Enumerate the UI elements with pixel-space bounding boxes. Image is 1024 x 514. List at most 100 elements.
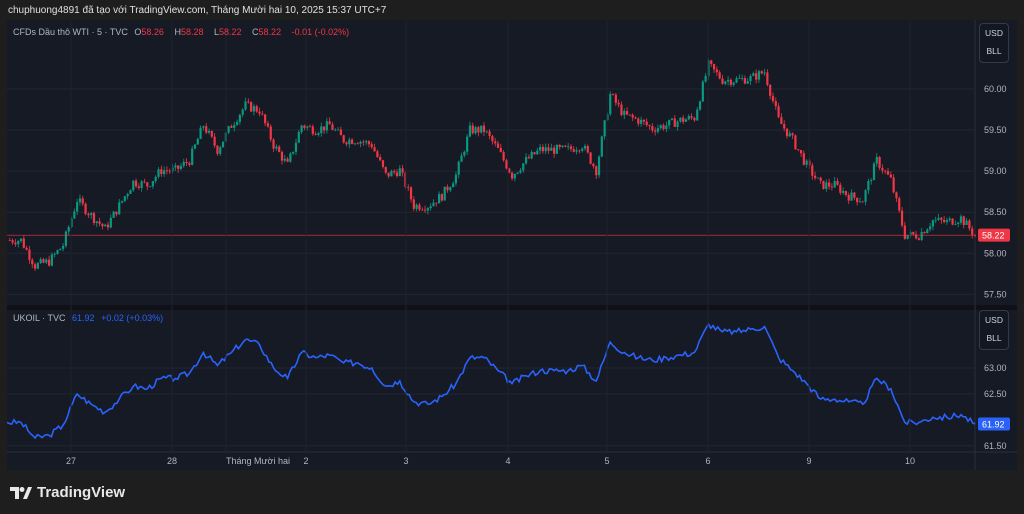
- candle: [50, 254, 53, 266]
- candle: [280, 151, 284, 161]
- time-tick-label: 2: [303, 456, 308, 466]
- candle: [283, 158, 286, 161]
- candle: [491, 135, 494, 142]
- candle: [81, 198, 84, 204]
- candle: [303, 125, 306, 128]
- candle: [850, 192, 853, 201]
- candle: [682, 117, 685, 122]
- candle: [174, 165, 177, 168]
- candle: [353, 143, 357, 145]
- candle: [151, 181, 155, 187]
- l-label: L: [213, 27, 219, 37]
- high-value: 58.28: [180, 27, 204, 37]
- chart-canvas[interactable]: 60.00 59.50 59.00 58.50 58.00 57.50 58.22 63.00…: [7, 20, 1017, 470]
- candle: [539, 146, 542, 151]
- candle: [726, 79, 730, 82]
- candle: [597, 156, 601, 176]
- candle: [656, 128, 660, 132]
- candle: [454, 174, 458, 184]
- candle: [934, 219, 937, 221]
- candle: [482, 125, 486, 132]
- candle: [965, 220, 968, 226]
- price-tick-label: 57.50: [984, 289, 1007, 299]
- candle: [704, 75, 707, 82]
- candle: [662, 125, 665, 130]
- candle: [895, 192, 898, 199]
- candle: [912, 231, 915, 235]
- last-price-label: 58.22: [982, 231, 1005, 241]
- candle: [342, 135, 345, 143]
- tradingview-logo[interactable]: TradingView: [10, 484, 125, 501]
- candle: [311, 126, 314, 134]
- candle: [805, 160, 808, 165]
- candle: [640, 119, 643, 124]
- candle: [336, 129, 340, 131]
- candle: [541, 146, 545, 152]
- candle: [47, 259, 51, 266]
- candle: [569, 146, 573, 150]
- candle: [22, 238, 25, 248]
- candle: [457, 161, 460, 175]
- candle: [836, 180, 839, 185]
- candle: [746, 81, 749, 84]
- candle: [825, 182, 828, 189]
- candle: [429, 206, 432, 209]
- time-tick-label: 5: [604, 456, 609, 466]
- price-tick-label: 58.50: [984, 207, 1007, 217]
- candle: [614, 94, 617, 103]
- candle: [73, 211, 76, 219]
- candle: [90, 213, 93, 216]
- candle: [143, 181, 146, 183]
- candle: [715, 69, 718, 73]
- candle: [595, 166, 598, 176]
- candle: [833, 180, 836, 188]
- candle: [255, 106, 258, 112]
- time-tick-label: Tháng Mười hai: [226, 456, 290, 466]
- chart-area[interactable]: 60.00 59.50 59.00 58.50 58.00 57.50 58.22 63.00…: [7, 20, 1017, 470]
- candle: [903, 225, 906, 239]
- candle: [278, 146, 281, 152]
- candle: [847, 194, 850, 201]
- candle: [289, 153, 292, 162]
- candle: [527, 157, 530, 159]
- currency-label: USD: [985, 315, 1003, 325]
- candle: [962, 216, 965, 226]
- candle: [412, 199, 415, 209]
- candle: [177, 165, 180, 169]
- candle: [409, 187, 413, 200]
- candle: [233, 124, 236, 128]
- top-change: -0.01 (-0.02%): [291, 27, 350, 37]
- top-unit-selector[interactable]: USD BLL: [979, 23, 1009, 63]
- candle: [207, 130, 211, 133]
- candle: [867, 181, 870, 191]
- low-value: 58.22: [219, 27, 242, 37]
- bottom-last: 61.92: [72, 313, 95, 323]
- candle: [387, 172, 390, 177]
- candle: [906, 235, 909, 239]
- candle: [654, 130, 657, 132]
- candle: [115, 211, 118, 215]
- candle: [729, 79, 732, 85]
- candle: [322, 126, 326, 131]
- candle: [165, 170, 169, 172]
- candle: [126, 193, 129, 197]
- candle: [118, 202, 121, 215]
- candle: [163, 170, 166, 175]
- candle: [783, 124, 786, 129]
- candle: [300, 125, 303, 133]
- candle: [898, 198, 901, 211]
- candle: [325, 121, 328, 131]
- candle: [104, 224, 107, 227]
- candle: [331, 124, 334, 130]
- candle: [872, 163, 876, 181]
- candle: [785, 128, 789, 137]
- candle: [617, 102, 620, 105]
- candle: [345, 142, 348, 145]
- candle: [524, 157, 528, 164]
- candle: [544, 147, 547, 152]
- bottom-unit-selector[interactable]: USD BLL: [979, 310, 1009, 350]
- candle: [945, 220, 949, 223]
- candle: [266, 123, 270, 127]
- candle: [235, 121, 239, 125]
- candle: [53, 253, 56, 255]
